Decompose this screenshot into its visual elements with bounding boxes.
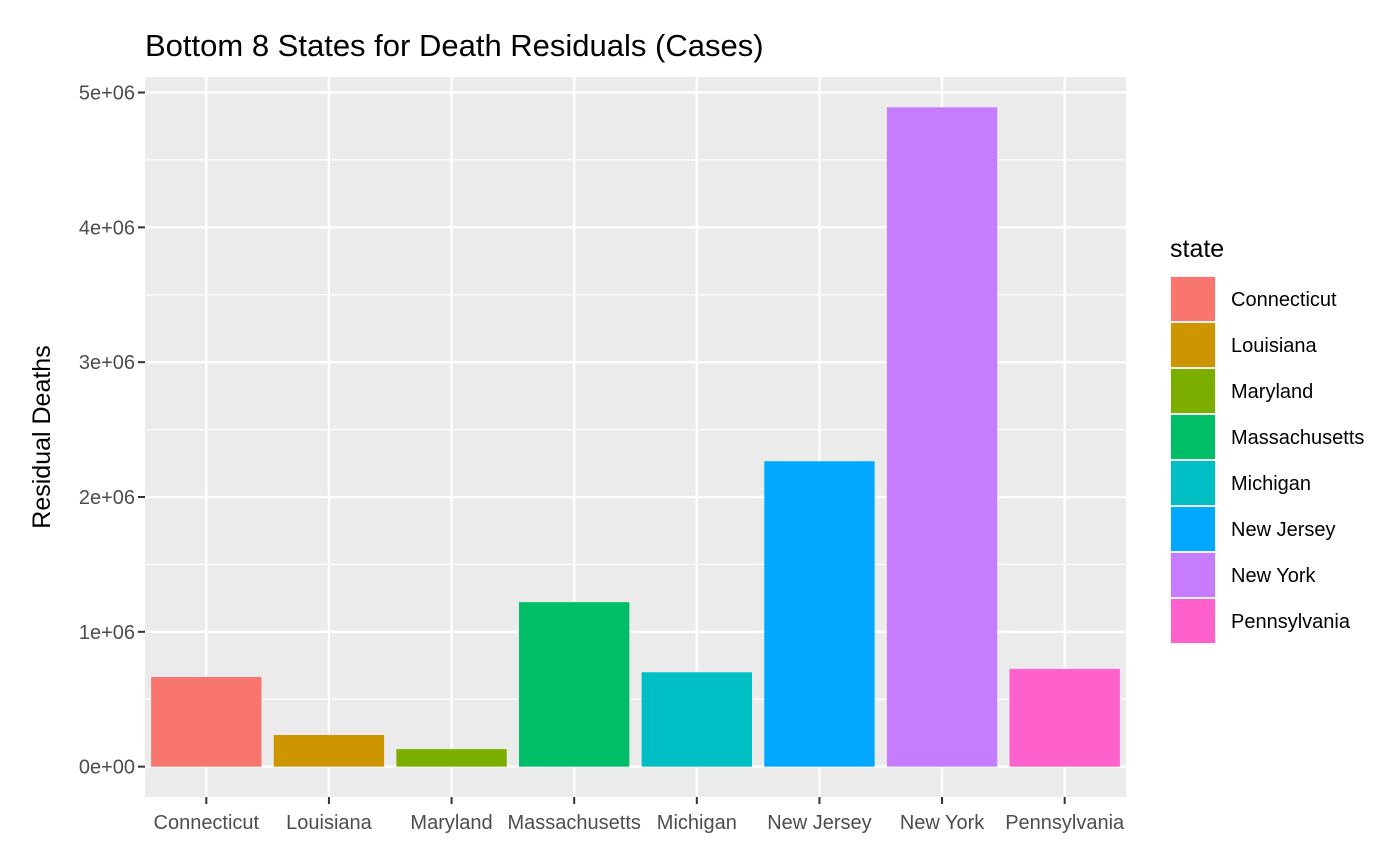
bar-new-jersey [764,461,875,767]
legend-swatch [1171,599,1215,643]
y-axis: 0e+00 1e+06 2e+06 3e+06 4e+06 5e+06 [79,83,145,779]
legend-swatch [1171,507,1215,551]
legend-swatch [1171,461,1215,505]
y-tick-label: 5e+06 [79,83,135,105]
legend-label: Massachusetts [1231,427,1364,449]
x-tick-label: Massachusetts [507,812,640,834]
x-tick-label: Pennsylvania [1005,812,1125,834]
bar-maryland [396,749,507,767]
bar-louisiana [273,734,385,767]
y-axis-title: Residual Deaths [28,345,56,528]
legend-swatch [1171,553,1215,597]
y-tick-label: 1e+06 [79,622,135,644]
bars [151,107,1120,767]
legend-label: Louisiana [1231,335,1318,357]
x-tick-label: Connecticut [154,812,260,834]
y-tick-label: 4e+06 [79,217,135,239]
legend-swatch [1171,323,1215,367]
bar-connecticut [151,677,262,767]
y-tick-label: 3e+06 [79,352,135,374]
bar-michigan [641,672,752,767]
chart-title: Bottom 8 States for Death Residuals (Cas… [145,28,764,63]
x-tick-label: New Jersey [767,812,871,834]
legend-title: state [1170,235,1224,263]
legend-swatch [1171,277,1215,321]
bar-pennsylvania [1009,668,1120,767]
y-tick-label: 2e+06 [79,487,135,509]
x-tick-label: Michigan [657,812,737,834]
bar-massachusetts [519,602,630,767]
bar-new-york [886,107,998,767]
legend-label: Maryland [1231,381,1313,403]
x-tick-label: Maryland [410,812,492,834]
y-tick-label: 0e+00 [79,757,135,779]
legend-label: Pennsylvania [1231,611,1351,633]
legend-label: New York [1231,565,1316,587]
legend-swatch [1171,369,1215,413]
x-tick-label: New York [900,812,985,834]
legend: state Connecticut Louisiana Maryland Massac… [1170,235,1364,644]
legend-label: Connecticut [1231,289,1337,311]
x-axis: Connecticut Louisiana Maryland Massachusett… [154,797,1125,834]
legend-label: Michigan [1231,473,1311,495]
legend-label: New Jersey [1231,519,1335,541]
legend-swatch [1171,415,1215,459]
x-tick-label: Louisiana [286,812,373,834]
